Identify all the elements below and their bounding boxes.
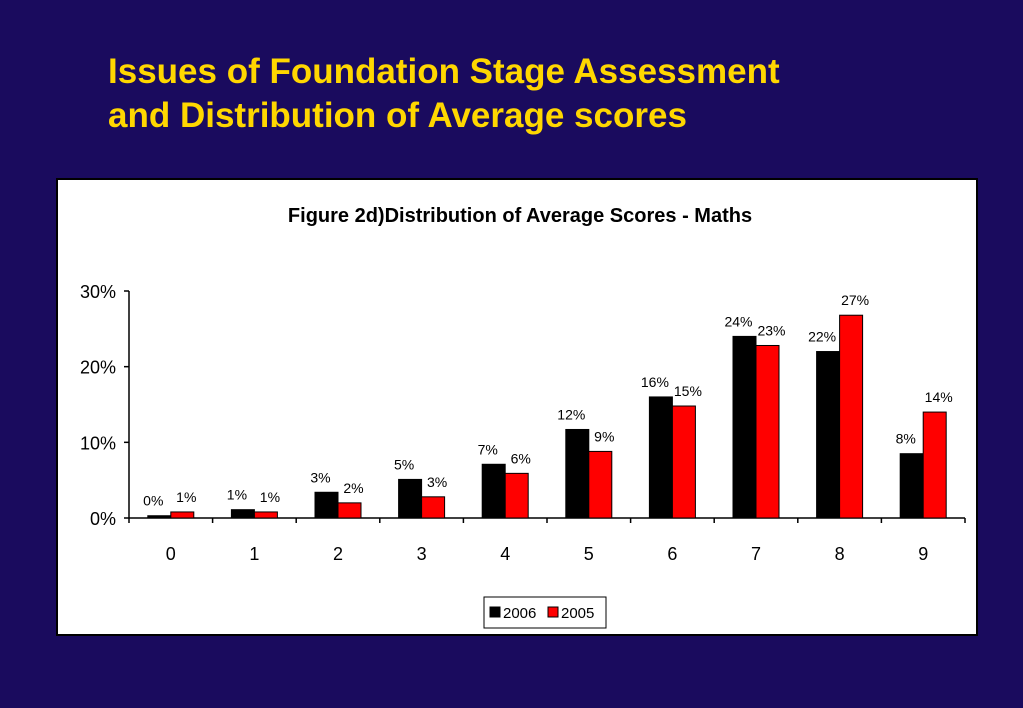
data-label-2006-3: 5%: [394, 456, 414, 472]
y-tick-label: 10%: [80, 433, 116, 453]
data-label-2006-8: 22%: [808, 329, 836, 345]
data-label-2006-2: 3%: [310, 469, 330, 485]
x-tick-label: 0: [166, 544, 176, 564]
bar-2005-2: [337, 502, 362, 519]
bar-2006-3: [398, 478, 423, 519]
data-label-2005-6: 15%: [674, 383, 702, 399]
chart-frame: Figure 2d)Distribution of Average Scores…: [56, 178, 978, 636]
bar-2005-7: [755, 344, 780, 519]
bar-2006-8: [816, 351, 841, 519]
legend-label-2006: 2006: [503, 605, 536, 622]
slide-title-line-2: and Distribution of Average scores: [108, 96, 687, 135]
x-tick-label: 6: [667, 544, 677, 564]
bar-2006-1: [230, 509, 255, 519]
x-tick-label: 5: [584, 544, 594, 564]
x-tick-label: 8: [835, 544, 845, 564]
bar-2005-4: [504, 472, 529, 519]
bar-2006-0: [147, 515, 172, 519]
bar-2005-8: [839, 314, 864, 519]
bar-2006-6: [648, 396, 673, 519]
data-label-2005-7: 23%: [757, 322, 785, 338]
slide-title-line-1: Issues of Foundation Stage Assessment: [108, 52, 780, 91]
data-label-2005-9: 14%: [925, 389, 953, 405]
x-tick-label: 2: [333, 544, 343, 564]
data-label-2005-0: 1%: [176, 489, 196, 505]
x-tick-label: 9: [918, 544, 928, 564]
data-label-2005-1: 1%: [260, 489, 280, 505]
chart-title: Figure 2d)Distribution of Average Scores…: [288, 205, 752, 227]
y-tick-label: 0%: [90, 509, 116, 529]
x-tick-label: 1: [249, 544, 259, 564]
data-label-2006-0: 0%: [143, 493, 163, 509]
bar-chart: Figure 2d)Distribution of Average Scores…: [80, 205, 966, 629]
data-label-2006-5: 12%: [557, 406, 585, 422]
data-label-2005-8: 27%: [841, 292, 869, 308]
bar-2005-0: [170, 511, 195, 519]
bar-2005-9: [922, 411, 947, 519]
bar-2005-3: [421, 496, 446, 519]
data-label-2006-7: 24%: [724, 313, 752, 329]
legend-swatch-2005: [547, 606, 559, 618]
x-tick-label: 7: [751, 544, 761, 564]
data-label-2005-3: 3%: [427, 474, 447, 490]
bar-2006-4: [481, 463, 506, 519]
data-label-2005-2: 2%: [343, 480, 363, 496]
x-tick-label: 4: [500, 544, 510, 564]
data-label-2006-1: 1%: [227, 487, 247, 503]
legend-swatch-2006: [489, 606, 501, 618]
x-tick-label: 3: [417, 544, 427, 564]
bar-2005-5: [588, 450, 613, 519]
bar-2006-9: [899, 453, 924, 519]
data-label-2005-4: 6%: [511, 450, 531, 466]
data-label-2006-9: 8%: [896, 431, 916, 447]
data-label-2006-6: 16%: [641, 374, 669, 390]
bar-2005-6: [671, 405, 696, 519]
y-tick-label: 30%: [80, 282, 116, 302]
slide-title: Issues of Foundation Stage Assessment an…: [108, 50, 988, 138]
bar-2006-5: [565, 428, 590, 519]
legend-box: [483, 596, 607, 629]
data-label-2006-4: 7%: [478, 441, 498, 457]
legend-label-2005: 2005: [561, 605, 594, 622]
y-tick-label: 20%: [80, 358, 116, 378]
bar-2006-7: [732, 335, 757, 519]
data-label-2005-5: 9%: [594, 428, 614, 444]
bar-2005-1: [253, 511, 278, 519]
bar-2006-2: [314, 491, 339, 519]
